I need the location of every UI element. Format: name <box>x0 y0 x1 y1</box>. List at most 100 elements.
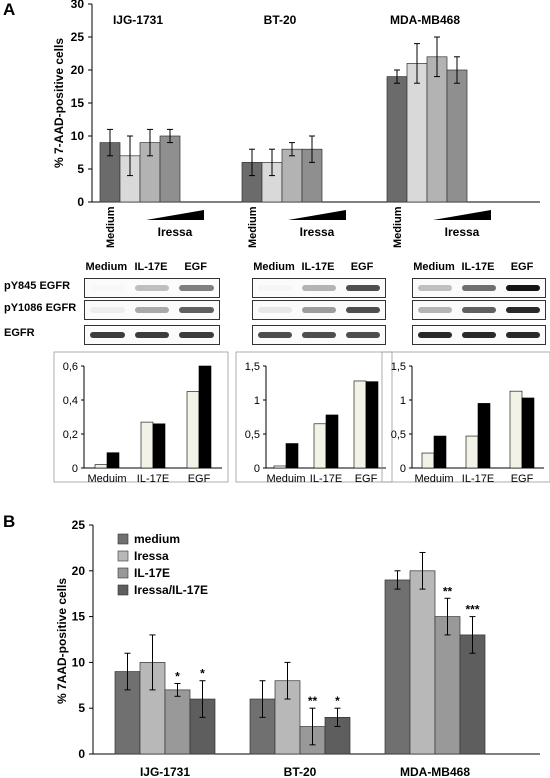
significance-marker: * <box>175 669 180 683</box>
blot-strip <box>252 300 386 320</box>
y-tick-label: 1,5 <box>245 361 260 373</box>
bar <box>324 717 351 755</box>
y-tick-label: 1 <box>400 395 406 407</box>
significance-marker: * <box>200 667 205 681</box>
medium-label: Medium <box>105 206 117 248</box>
blot-column-label: IL-17E <box>134 261 168 273</box>
x-tick-label: Meduim <box>87 473 126 485</box>
chart-frame <box>381 351 550 483</box>
blot-strip <box>412 300 546 320</box>
panel-a-bar-chart: 0 5 10 15 20 25 30 % 7-AAD-positive cells IJG-17… <box>52 0 540 248</box>
blot-band <box>258 285 292 291</box>
blot-band <box>506 332 540 338</box>
x-tick-label: EGF <box>188 473 211 485</box>
blot-band <box>90 285 125 291</box>
significance-marker: * <box>335 694 340 708</box>
x-tick-label: IL-17E <box>137 473 169 485</box>
legend-label: Iressa <box>134 549 169 563</box>
y-tick-label: 0 <box>78 747 85 761</box>
bar <box>426 56 448 203</box>
bar <box>198 365 212 469</box>
blot-band <box>302 285 336 291</box>
y-tick-label: 15 <box>71 96 85 110</box>
blot-column-label: EGF <box>510 261 534 273</box>
y-tick-label: 0 <box>72 463 78 475</box>
group-title: MDA-MB468 <box>390 13 460 27</box>
bar <box>365 381 379 469</box>
blot-band <box>302 307 336 313</box>
blot-band <box>179 307 214 313</box>
blot-strip <box>412 325 546 345</box>
blot-band <box>418 332 452 338</box>
x-tick-label: BT-20 <box>284 765 317 778</box>
chart-frame <box>53 351 229 483</box>
bar <box>406 63 428 203</box>
blot-column-label: IL-17E <box>301 261 335 273</box>
bar <box>159 135 181 203</box>
panel-label-a: A <box>3 0 16 19</box>
blot-band <box>134 332 170 338</box>
iressa-ramp <box>288 210 346 220</box>
blot-band <box>302 332 336 338</box>
bar <box>140 421 154 469</box>
panel-label-b: B <box>3 512 16 531</box>
blot-column-label: Medium <box>413 261 455 273</box>
bar <box>459 634 486 755</box>
y-tick-label: 0,5 <box>245 429 260 441</box>
blot-band <box>258 307 292 313</box>
bar <box>446 69 468 203</box>
y-tick-label: 20 <box>72 564 86 578</box>
blot-column-label: EGF <box>184 261 207 273</box>
bar <box>281 148 303 203</box>
medium-label: Medium <box>247 206 259 248</box>
blot-strip <box>252 325 386 345</box>
y-tick-label: 1,5 <box>391 361 406 373</box>
iressa-label: Iressa <box>158 225 193 239</box>
y-tick-label: 0,4 <box>63 395 78 407</box>
blot-strip <box>84 278 220 298</box>
blot-column-label: Medium <box>85 261 128 273</box>
blot-band <box>418 307 452 313</box>
bar <box>434 616 461 755</box>
y-tick-label: 0 <box>400 463 406 475</box>
bar <box>353 380 367 469</box>
blot-band <box>90 307 125 313</box>
y-tick-label: 20 <box>71 63 85 77</box>
blot-row-label: pY845 EGFR <box>4 280 71 292</box>
blot-band <box>134 285 170 291</box>
medium-label: Medium <box>392 206 404 248</box>
x-tick-label: EGF <box>511 473 534 485</box>
blot-strip <box>412 278 546 298</box>
blot-band <box>258 332 292 338</box>
legend-label: Iressa/IL-17E <box>134 583 208 597</box>
bar <box>273 465 287 469</box>
group-title: IJG-1731 <box>113 13 163 27</box>
blot-column-label: EGF <box>350 261 374 273</box>
legend-label: medium <box>134 532 180 546</box>
iressa-ramp <box>433 210 491 220</box>
blot-band <box>346 285 380 291</box>
y-tick-label: 10 <box>72 655 86 669</box>
x-tick-label: IL-17E <box>310 473 342 485</box>
bar <box>465 435 479 469</box>
significance-marker: ** <box>308 694 318 708</box>
blot-band <box>179 332 214 338</box>
x-tick-label: IL-17E <box>462 473 494 485</box>
y-tick-label: 0,5 <box>391 429 406 441</box>
x-tick-label: MDA-MB468 <box>400 765 470 778</box>
bar <box>152 423 166 469</box>
blot-row-label: EGFR <box>4 327 35 339</box>
blot-band <box>346 307 380 313</box>
blot-strip <box>84 300 220 320</box>
blot-row-label: pY1086 EGFR <box>4 302 77 314</box>
bar <box>409 570 436 755</box>
blot-band <box>346 332 380 338</box>
blot-band <box>462 307 496 313</box>
bar <box>386 76 408 203</box>
y-axis-label: % 7AAD-positive cells <box>55 578 69 704</box>
blot-column-label: IL-17E <box>461 261 495 273</box>
y-tick-label: 15 <box>72 610 86 624</box>
legend-swatch <box>117 550 129 562</box>
group-title: BT-20 <box>264 13 297 27</box>
